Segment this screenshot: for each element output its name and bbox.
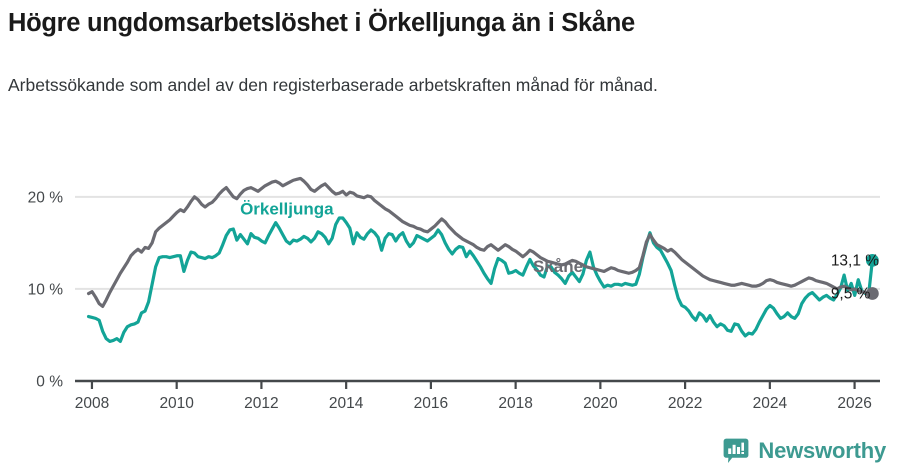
end-marker-sk-ne [865,287,879,300]
x-tick-label: 2016 [414,395,448,410]
x-tick-label: 2010 [159,395,194,410]
series-end-markers [865,253,879,300]
chart-container: 0 % 10 % 20 % 2008 2010 2012 2014 2016 2018 2020… [0,150,900,410]
orkelljunga-end-value: 13,1 % [831,252,879,269]
chart-annotations: 13,1 % 9,5 % Örkelljunga Skåne [240,200,879,303]
series-lines [86,176,874,343]
page-title: Högre ungdomsarbetslöshet i Örkelljunga … [8,9,635,37]
x-tick-label: 2012 [244,395,278,410]
x-tick-label: 2008 [75,395,109,410]
y-axis-tick-labels: 0 % 10 % 20 % [28,189,64,390]
newsworthy-logo-text: Newsworthy [758,438,886,463]
y-tick-label: 0 % [36,374,63,391]
orkelljunga-series-label: Örkelljunga [240,200,334,219]
page-subtitle: Arbetssökande som andel av den registerb… [8,75,658,95]
x-tick-label: 2014 [329,395,364,410]
y-tick-label: 20 % [28,189,64,206]
skane-end-value: 9,5 % [831,286,871,303]
x-tick-label: 2022 [668,395,702,410]
series-line-sk-ne [86,176,874,309]
newsworthy-logo[interactable]: Newsworthy [723,438,886,464]
x-tick-label: 2026 [837,395,871,410]
gridlines [75,195,880,290]
skane-series-label: Skåne [533,257,583,276]
x-tick-label: 2024 [753,395,788,410]
end-marker--rkelljunga [865,253,879,267]
x-tick-label: 2018 [498,395,532,410]
series-line--rkelljunga [86,216,874,343]
x-axis [75,379,880,389]
x-tick-label: 2020 [583,395,618,410]
y-tick-label: 10 % [28,281,64,298]
bar-chart-bubble-icon [723,438,749,464]
line-chart: 0 % 10 % 20 % 2008 2010 2012 2014 2016 2018 2020… [28,176,880,410]
x-axis-tick-labels: 2008 2010 2012 2014 2016 2018 2020 2022 2024 2026 [75,395,872,410]
